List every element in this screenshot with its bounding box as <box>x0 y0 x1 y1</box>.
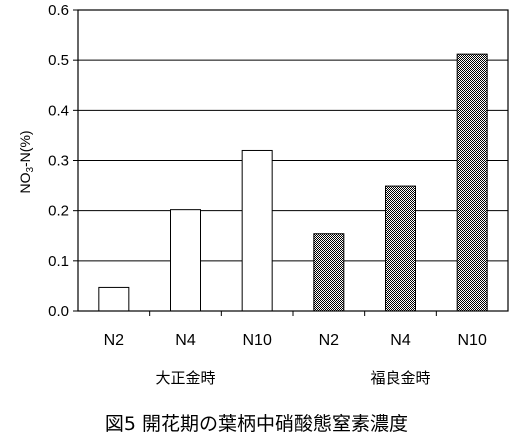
x-tick-label: N2 <box>104 332 125 349</box>
y-tick-label: 0.1 <box>48 253 69 270</box>
x-tick-label: N10 <box>242 332 271 349</box>
y-tick-label: 0.5 <box>48 52 69 69</box>
group-label: 福良金時 <box>370 369 430 387</box>
y-tick-label: 0.0 <box>48 303 69 320</box>
y-axis-label: NO3-N(%) <box>17 130 36 193</box>
x-tick-label: N2 <box>319 332 340 349</box>
bar <box>313 233 345 312</box>
group-label: 大正金時 <box>155 369 215 387</box>
x-tick-label: N4 <box>175 332 196 349</box>
bar <box>456 53 488 312</box>
bar <box>170 209 201 312</box>
labels: 0.0 0.1 0.2 0.3 0.4 0.5 0.6 N2 N4 N10 N2 N4 N10 大正金時 福… <box>48 2 487 387</box>
x-tick-label: N4 <box>390 332 411 349</box>
y-tick-label: 0.4 <box>48 102 69 119</box>
figure-caption: 図5 開花期の葉柄中硝酸態窒素濃度 <box>104 413 409 435</box>
bars <box>98 53 488 312</box>
y-tick-label: 0.6 <box>48 2 69 19</box>
bar <box>241 149 273 312</box>
bar-chart: 0.0 0.1 0.2 0.3 0.4 0.5 0.6 N2 N4 N10 N2 N4 N10 大正金時 福… <box>17 2 509 387</box>
x-tick-label: N10 <box>457 332 486 349</box>
gridlines <box>78 9 508 262</box>
y-tick-label: 0.3 <box>48 153 69 170</box>
y-tick-label: 0.2 <box>48 203 69 220</box>
axes <box>73 9 509 316</box>
bar <box>385 185 416 312</box>
bar <box>98 286 130 312</box>
